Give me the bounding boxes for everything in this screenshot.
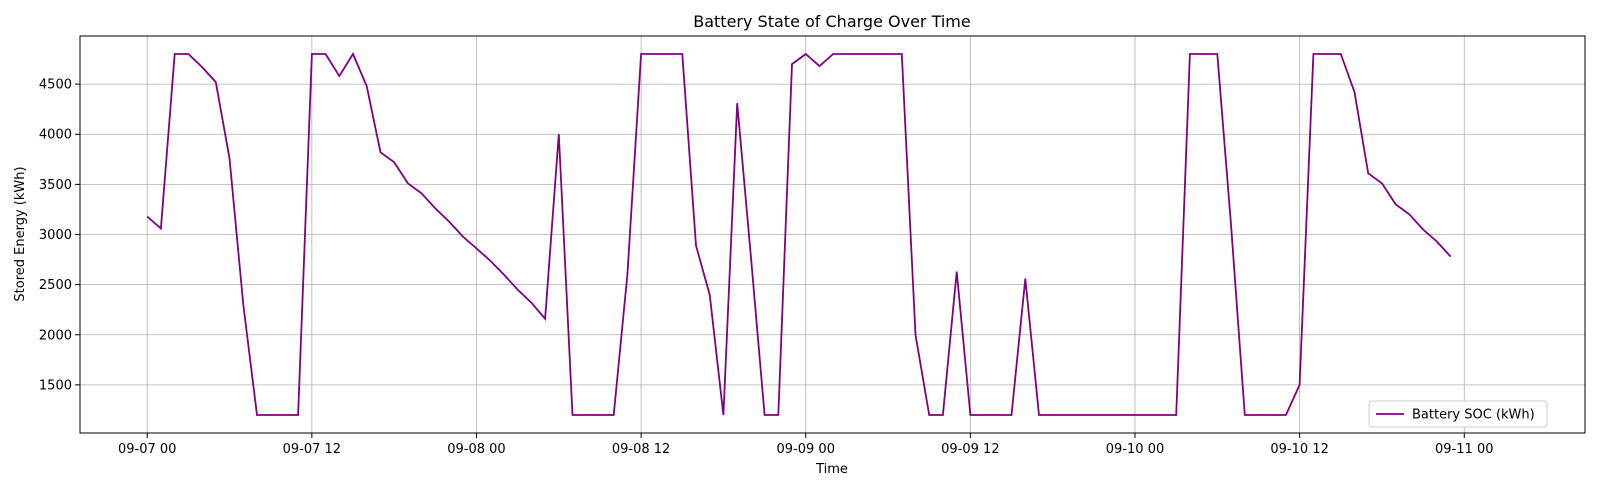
y-tick-label: 2500 — [39, 278, 72, 293]
x-tick-label: 09-10 12 — [1270, 442, 1328, 457]
y-tick-label: 1500 — [39, 378, 72, 393]
chart-title: Battery State of Charge Over Time — [693, 12, 970, 31]
grid-lines — [80, 36, 1585, 433]
legend-box — [1368, 400, 1548, 428]
y-axis-label: Stored Energy (kWh) — [13, 166, 28, 301]
y-axis-ticks: 1500 2000 2500 3000 3500 4000 4500 — [39, 78, 80, 393]
x-tick-label: 09-10 00 — [1106, 442, 1164, 457]
y-tick-label: 2000 — [39, 328, 72, 343]
series-line-battery-soc — [146, 52, 1452, 416]
x-tick-label: 09-07 12 — [283, 442, 341, 457]
x-tick-label: 09-08 12 — [612, 442, 670, 457]
x-tick-label: 09-07 00 — [118, 442, 176, 457]
x-tick-label: 09-09 00 — [777, 442, 835, 457]
x-axis-label: Time — [815, 462, 848, 477]
y-tick-label: 3500 — [39, 178, 72, 193]
y-tick-label: 3000 — [39, 228, 72, 243]
x-axis-ticks: 09-07 00 09-07 12 09-08 00 09-08 12 09-09 00… — [118, 433, 1493, 457]
x-tick-label: 09-11 00 — [1435, 442, 1493, 457]
series-layer — [146, 52, 1452, 416]
y-tick-label: 4500 — [39, 78, 72, 93]
legend-label: Battery SOC (kWh) — [1412, 408, 1535, 423]
x-tick-label: 09-08 00 — [447, 442, 505, 457]
y-tick-label: 4000 — [39, 128, 72, 143]
x-tick-label: 09-09 12 — [941, 442, 999, 457]
legend: Battery SOC (kWh) — [1368, 400, 1548, 428]
